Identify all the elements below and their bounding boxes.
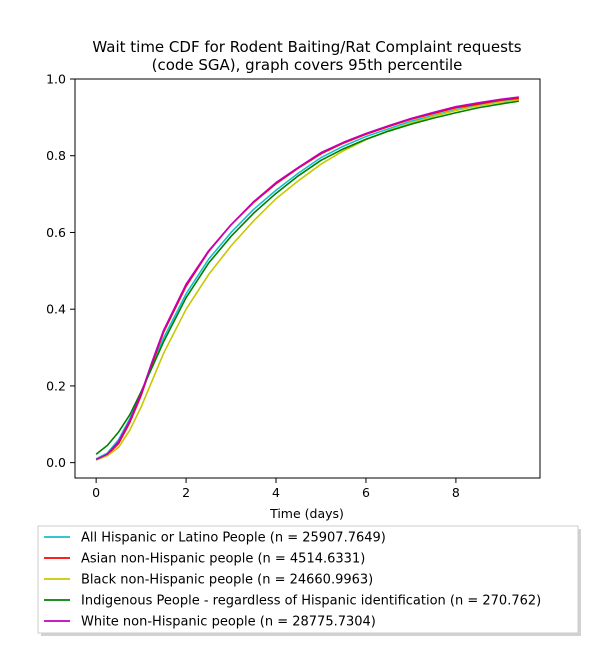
legend-label-4: White non-Hispanic people (n = 28775.730… [81,615,376,630]
chart-title: Wait time CDF for Rodent Baiting/Rat Com… [92,38,521,74]
y-tick-label: 0.0 [46,455,66,470]
series-line-2 [95,99,519,461]
legend-label-0: All Hispanic or Latino People (n = 25907… [81,531,386,546]
legend-label-2: Black non-Hispanic people (n = 24660.996… [81,573,373,588]
y-tick-label: 0.2 [46,378,66,393]
y-tick-label: 0.6 [46,225,66,240]
y-tick-label: 1.0 [46,72,66,87]
series-line-0 [95,98,519,460]
series-line-1 [95,97,519,461]
x-tick-label: 0 [92,485,100,500]
series-line-4 [95,96,519,461]
x-axis-label: Time (days) [269,506,344,521]
x-tick-label: 2 [182,485,190,500]
legend-label-3: Indigenous People - regardless of Hispan… [81,594,541,609]
legend: All Hispanic or Latino People (n = 25907… [37,525,581,636]
x-axis-ticks: 0 2 4 6 8 [92,478,460,500]
x-tick-label: 8 [452,485,460,500]
chart-title-line-1: Wait time CDF for Rodent Baiting/Rat Com… [92,38,521,56]
chart-title-line-2: (code SGA), graph covers 95th percentile [152,56,463,74]
legend-box [37,525,579,634]
series-lines [95,96,519,461]
y-tick-label: 0.8 [46,148,66,163]
x-tick-label: 6 [362,485,370,500]
y-tick-label: 0.4 [46,302,66,317]
y-axis-ticks: 0.0 0.2 0.4 0.6 0.8 1.0 [46,72,75,470]
x-tick-label: 4 [272,485,280,500]
plot-frame [74,78,541,479]
legend-label-1: Asian non-Hispanic people (n = 4514.6331… [81,552,365,567]
series-line-3 [95,100,519,455]
